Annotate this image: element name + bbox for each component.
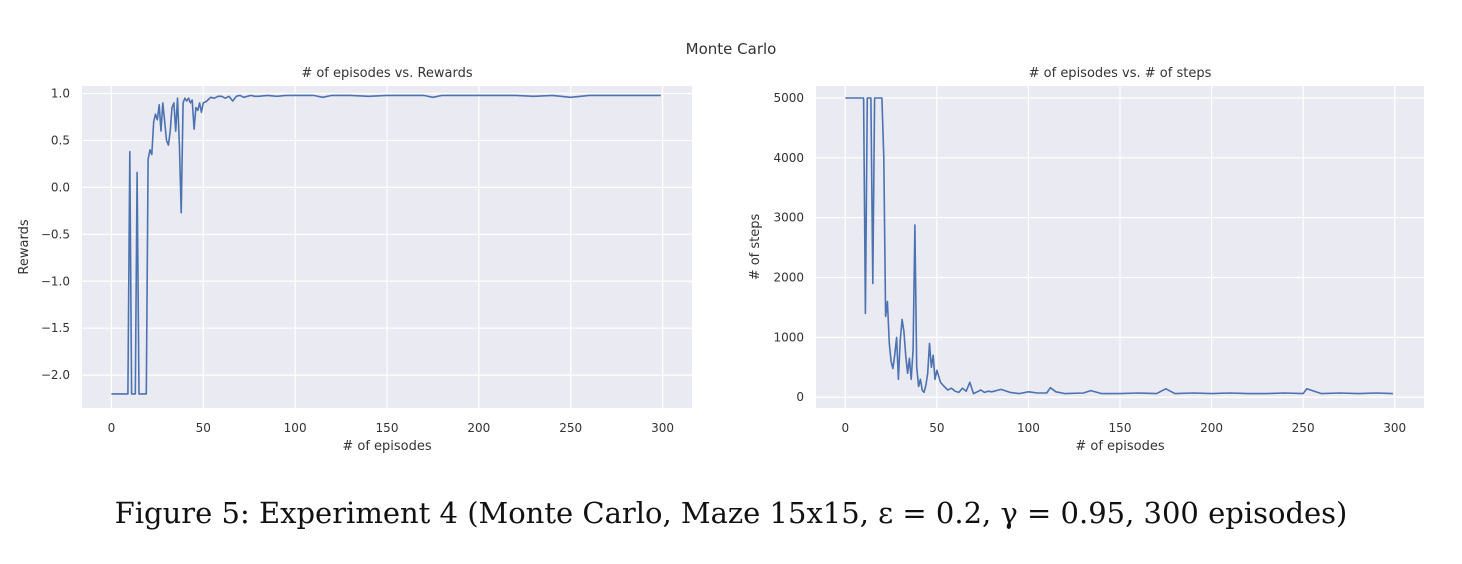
y-tick-label: −1.0 [41, 274, 70, 288]
y-tick-label: −2.0 [41, 368, 70, 382]
x-axis-label: # of episodes [1075, 439, 1165, 454]
x-tick-label: 0 [108, 421, 116, 435]
y-tick-label: 4000 [773, 151, 804, 165]
x-tick-label: 0 [841, 421, 849, 435]
y-tick-label: 0.0 [51, 180, 70, 194]
x-tick-label: 50 [929, 421, 944, 435]
x-tick-label: 250 [559, 421, 582, 435]
x-tick-label: 200 [1200, 421, 1223, 435]
x-tick-label: 150 [376, 421, 399, 435]
x-tick-label: 250 [1292, 421, 1315, 435]
x-tick-label: 200 [467, 421, 490, 435]
x-axis-label: # of episodes [342, 439, 432, 454]
y-tick-label: 1000 [773, 330, 804, 344]
y-tick-label: 3000 [773, 211, 804, 225]
y-tick-label: 5000 [773, 91, 804, 105]
x-tick-label: 50 [196, 421, 211, 435]
steps-chart: 0 50 100 150 200 250 300010002000300040005000#… [748, 66, 1424, 454]
x-tick-label: 100 [284, 421, 307, 435]
y-tick-label: −1.5 [41, 321, 70, 335]
y-tick-label: 0.5 [51, 133, 70, 147]
series-line [111, 94, 661, 395]
y-axis-label: Rewards [17, 219, 32, 274]
x-tick-label: 150 [1109, 421, 1132, 435]
x-tick-label: 300 [651, 421, 674, 435]
x-tick-label: 100 [1017, 421, 1040, 435]
y-axis-label: # of steps [748, 213, 763, 280]
figure-caption: Figure 5: Experiment 4 (Monte Carlo, Maz… [114, 496, 1348, 530]
chart-title: # of episodes vs. # of steps [1029, 66, 1212, 81]
chart-title: # of episodes vs. Rewards [301, 66, 473, 81]
rewards-chart: 0 50 100 150 200 250 300 1.0 0.5 0.0 −0.5 −1.0 −1.5 −… [17, 66, 692, 454]
y-tick-label: −0.5 [41, 227, 70, 241]
figure-suptitle: Monte Carlo [686, 40, 777, 58]
y-tick-label: 2000 [773, 271, 804, 285]
y-tick-label: 1.0 [51, 87, 70, 101]
series-line [845, 97, 1393, 395]
x-tick-label: 300 [1383, 421, 1406, 435]
y-tick-label: 0 [796, 390, 804, 404]
